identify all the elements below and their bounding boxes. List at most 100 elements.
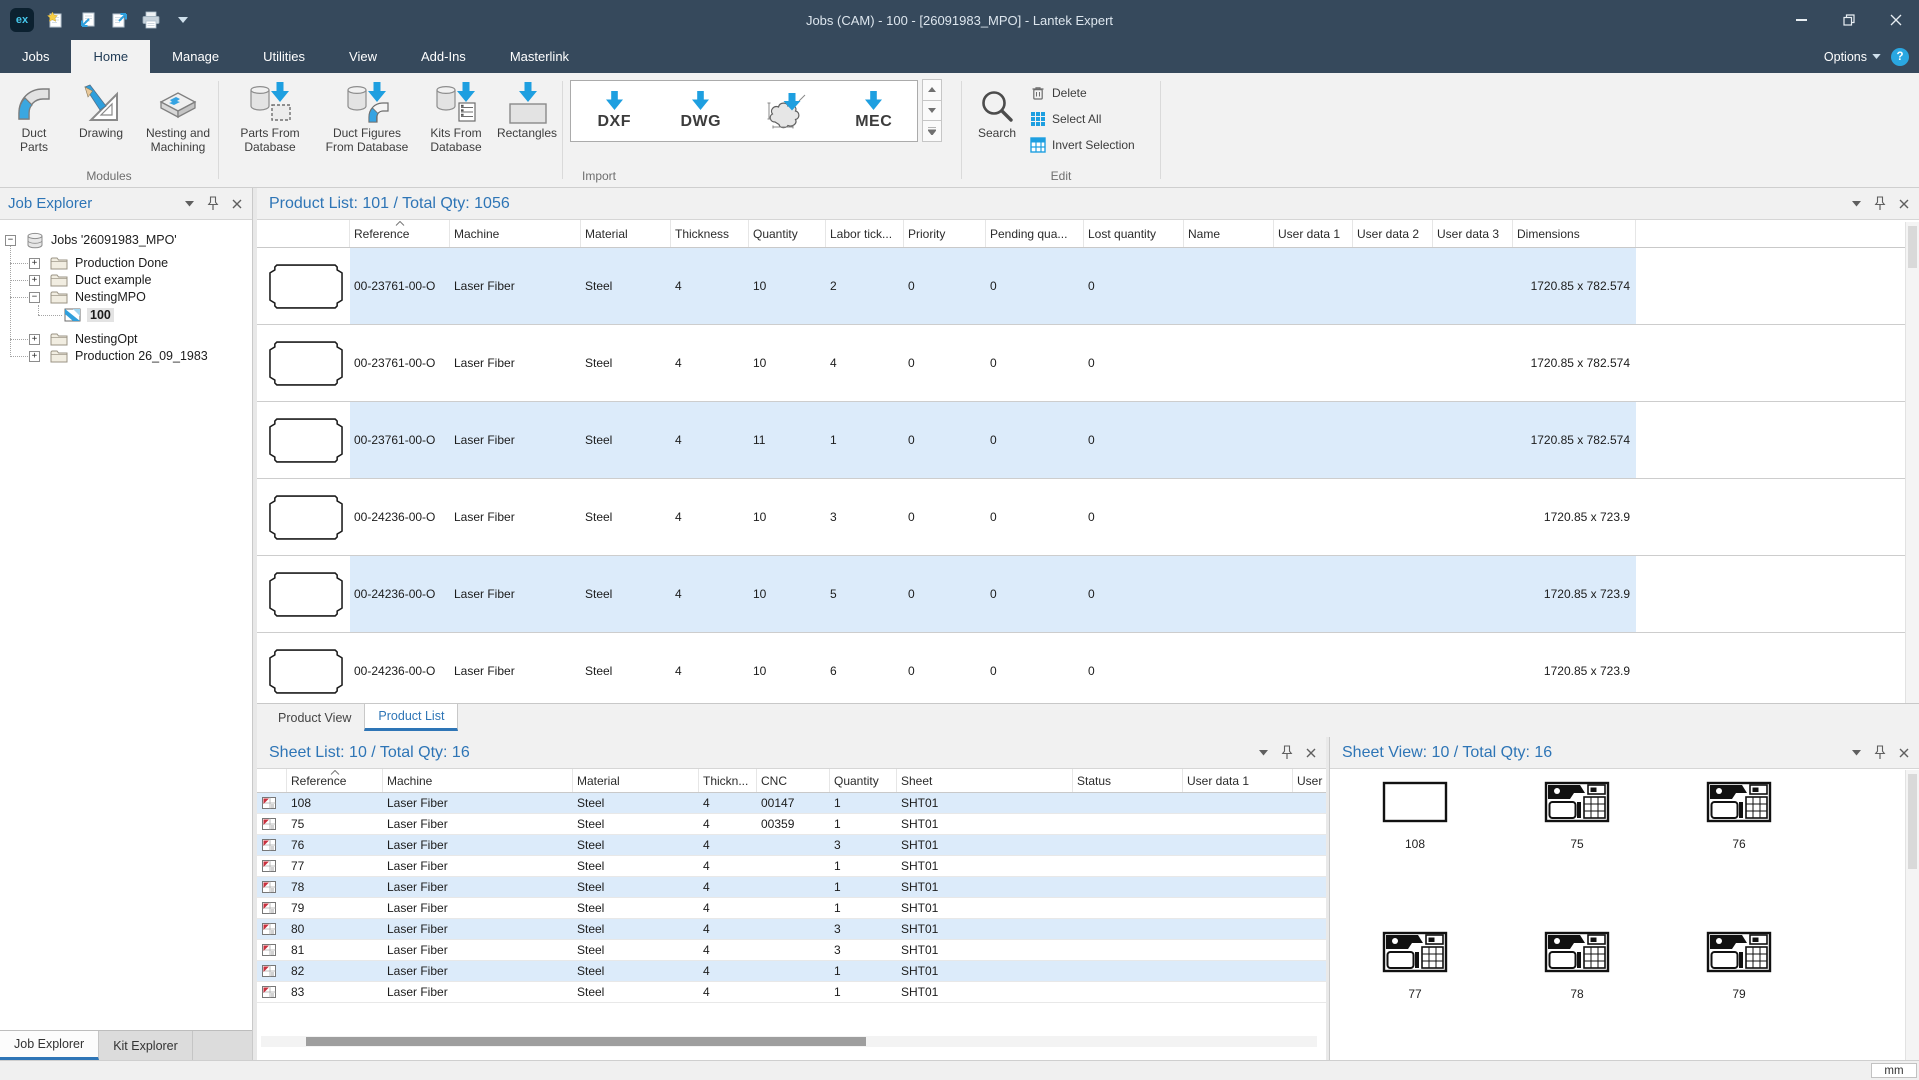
- horizontal-scrollbar[interactable]: [261, 1036, 1317, 1047]
- close-icon[interactable]: [1899, 748, 1909, 758]
- gallery-more-button[interactable]: [922, 120, 942, 143]
- table-row[interactable]: 00-23761-00-O Laser Fiber Steel 4 10 4 0…: [257, 325, 1919, 402]
- column-user-data-3[interactable]: User data 3: [1433, 220, 1513, 247]
- sheet-thumbnail-item[interactable]: 78: [1496, 931, 1658, 1080]
- close-button[interactable]: [1872, 0, 1919, 40]
- table-row[interactable]: 81 Laser Fiber Steel 4 3 SHT01: [257, 940, 1326, 961]
- sheet-thumbnail-item[interactable]: 76: [1658, 781, 1820, 931]
- kits-from-database-button[interactable]: Kits From Database: [420, 78, 492, 154]
- table-row[interactable]: 00-24236-00-O Laser Fiber Steel 4 10 6 0…: [257, 633, 1919, 699]
- invert-selection-button[interactable]: Invert Selection: [1030, 136, 1135, 154]
- scrollbar-thumb[interactable]: [306, 1037, 866, 1046]
- column-pending-quantity[interactable]: Pending qua...: [986, 220, 1084, 247]
- column-sheet[interactable]: Sheet: [897, 769, 1073, 792]
- scrollbar-thumb[interactable]: [1908, 774, 1917, 869]
- table-row[interactable]: 83 Laser Fiber Steel 4 1 SHT01: [257, 982, 1326, 1003]
- column-thickness[interactable]: Thickn...: [699, 769, 757, 792]
- import-dxf-button[interactable]: DXF: [576, 91, 652, 131]
- print-button[interactable]: [140, 9, 162, 31]
- select-all-button[interactable]: Select All: [1030, 110, 1101, 128]
- tab-kit-explorer[interactable]: Kit Explorer: [99, 1031, 193, 1060]
- column-machine[interactable]: Machine: [450, 220, 581, 247]
- column-reference[interactable]: Reference: [350, 220, 450, 247]
- tree-expander-icon[interactable]: +: [29, 351, 40, 362]
- table-row[interactable]: 00-23761-00-O Laser Fiber Steel 4 10 2 0…: [257, 248, 1919, 325]
- column-thickness[interactable]: Thickness: [671, 220, 749, 247]
- column-dimensions[interactable]: Dimensions: [1513, 220, 1636, 247]
- column-priority[interactable]: Priority: [904, 220, 986, 247]
- qat-customize-dropdown[interactable]: [172, 9, 194, 31]
- tree-node-100[interactable]: 100: [64, 307, 114, 323]
- import-mec-button[interactable]: MEC: [836, 91, 912, 131]
- pin-icon[interactable]: [207, 196, 219, 211]
- panel-splitter[interactable]: [253, 188, 257, 1060]
- tree-node-duct-example[interactable]: Duct example: [50, 272, 151, 288]
- column-user-data-1[interactable]: User data 1: [1183, 769, 1293, 792]
- panel-menu-icon[interactable]: [1852, 201, 1861, 207]
- tab-home[interactable]: Home: [71, 40, 151, 73]
- table-row[interactable]: 79 Laser Fiber Steel 4 1 SHT01: [257, 898, 1326, 919]
- column-user-data-2[interactable]: User data 2: [1353, 220, 1433, 247]
- tree-node-jobs-root[interactable]: Jobs '26091983_MPO': [26, 232, 177, 248]
- search-button[interactable]: Search: [968, 78, 1026, 140]
- delete-button[interactable]: Delete: [1030, 84, 1087, 102]
- tree-expander-icon[interactable]: +: [29, 275, 40, 286]
- column-thumbnail[interactable]: [257, 220, 350, 247]
- tree-expander-icon[interactable]: −: [5, 235, 16, 246]
- tab-job-explorer[interactable]: Job Explorer: [0, 1031, 100, 1060]
- table-row[interactable]: 00-24236-00-O Laser Fiber Steel 4 10 3 0…: [257, 479, 1919, 556]
- vertical-scrollbar[interactable]: [1905, 770, 1919, 1060]
- table-row[interactable]: 77 Laser Fiber Steel 4 1 SHT01: [257, 856, 1326, 877]
- column-material[interactable]: Material: [573, 769, 699, 792]
- duct-parts-button[interactable]: Duct Parts: [4, 78, 64, 154]
- tab-masterlink[interactable]: Masterlink: [509, 49, 570, 64]
- options-menu[interactable]: Options: [1824, 50, 1881, 64]
- minimize-button[interactable]: [1778, 0, 1825, 40]
- panel-menu-icon[interactable]: [185, 201, 194, 207]
- column-machine[interactable]: Machine: [383, 769, 573, 792]
- table-row[interactable]: 80 Laser Fiber Steel 4 3 SHT01: [257, 919, 1326, 940]
- tab-manage[interactable]: Manage: [172, 49, 220, 64]
- gallery-up-button[interactable]: [922, 79, 942, 101]
- table-row[interactable]: 108 Laser Fiber Steel 4 00147 1 SHT01: [257, 793, 1326, 814]
- sheet-thumbnail-item[interactable]: 75: [1496, 781, 1658, 931]
- tab-product-list[interactable]: Product List: [364, 704, 459, 731]
- close-icon[interactable]: [1306, 748, 1316, 758]
- sheet-thumbnail-item[interactable]: 108: [1334, 781, 1496, 931]
- nesting-machining-button[interactable]: Nesting and Machining: [138, 78, 218, 154]
- panel-menu-icon[interactable]: [1852, 750, 1861, 756]
- table-row[interactable]: 75 Laser Fiber Steel 4 00359 1 SHT01: [257, 814, 1326, 835]
- drawing-button[interactable]: Drawing: [66, 78, 136, 140]
- column-reference[interactable]: Reference: [287, 769, 383, 792]
- export-job-button[interactable]: [108, 9, 130, 31]
- tab-addins[interactable]: Add-Ins: [421, 49, 466, 64]
- column-quantity[interactable]: Quantity: [749, 220, 826, 247]
- tree-expander-icon[interactable]: +: [29, 258, 40, 269]
- column-quantity[interactable]: Quantity: [830, 769, 897, 792]
- tree-expander-icon[interactable]: +: [29, 334, 40, 345]
- tree-node-nestingmpo[interactable]: NestingMPO: [50, 289, 146, 305]
- column-status[interactable]: Status: [1073, 769, 1183, 792]
- sheet-thumbnail-item[interactable]: 77: [1334, 931, 1496, 1080]
- parts-from-database-button[interactable]: Parts From Database: [226, 78, 314, 154]
- tab-utilities[interactable]: Utilities: [263, 49, 306, 64]
- gallery-down-button[interactable]: [922, 99, 942, 122]
- close-icon[interactable]: [1899, 199, 1909, 209]
- table-row[interactable]: 78 Laser Fiber Steel 4 1 SHT01: [257, 877, 1326, 898]
- import-shape-button[interactable]: [749, 93, 825, 129]
- tab-jobs[interactable]: Jobs: [22, 49, 50, 64]
- column-user-data-1[interactable]: User data 1: [1274, 220, 1353, 247]
- column-icon[interactable]: [257, 769, 287, 792]
- restore-button[interactable]: [1825, 0, 1872, 40]
- column-name[interactable]: Name: [1184, 220, 1274, 247]
- import-dwg-button[interactable]: DWG: [663, 91, 739, 131]
- tree-node-nestingopt[interactable]: NestingOpt: [50, 331, 138, 347]
- rectangles-button[interactable]: Rectangles: [494, 78, 560, 140]
- table-row[interactable]: 00-24236-00-O Laser Fiber Steel 4 10 5 0…: [257, 556, 1919, 633]
- tree-node-production-done[interactable]: Production Done: [50, 255, 168, 271]
- pin-icon[interactable]: [1874, 745, 1886, 760]
- pin-icon[interactable]: [1874, 196, 1886, 211]
- vertical-scrollbar[interactable]: [1905, 222, 1919, 703]
- duct-figures-from-database-button[interactable]: Duct Figures From Database: [318, 78, 416, 154]
- scrollbar-thumb[interactable]: [1908, 226, 1917, 268]
